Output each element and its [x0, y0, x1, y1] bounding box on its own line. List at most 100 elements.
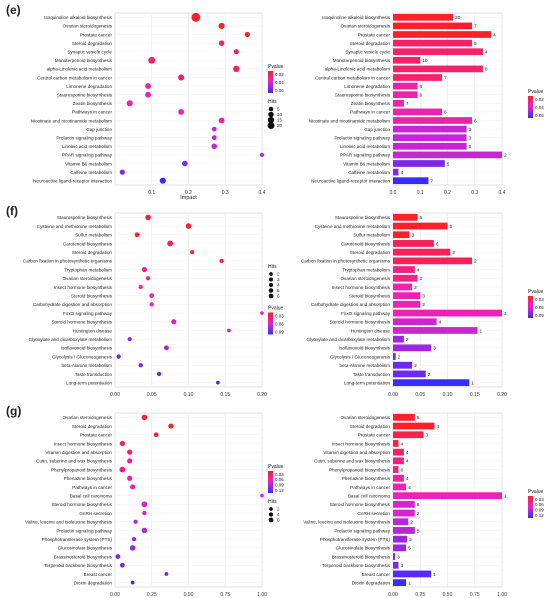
x-tick-label: 0.15: [220, 392, 230, 398]
category-label: Glycolysis / Gluconeogenesis: [52, 354, 113, 359]
scatter-point: [178, 108, 185, 115]
legend-hits-swatch: [268, 288, 274, 293]
category-label: Insect hormone biosynthesis: [332, 285, 391, 290]
category-label: Ovarian steroidogenesis: [62, 276, 112, 281]
scatter-point: [127, 475, 133, 481]
category-label: Dioxin degradation: [74, 580, 113, 585]
bar: [393, 13, 453, 21]
bar: [393, 74, 443, 81]
category-label: Limonene degradation: [66, 84, 112, 89]
legend-hits-tick: 5: [277, 107, 280, 112]
category-label: Ovarian steroidogenesis: [340, 24, 390, 29]
bar-data-label: 2: [428, 372, 431, 378]
bar: [393, 177, 429, 185]
bar-data-label: 4: [406, 450, 409, 456]
scatter-point: [168, 423, 174, 429]
category-label: Tryptophan metabolism: [342, 267, 390, 272]
bar-data-label: 2: [406, 337, 409, 343]
x-tick-label: 0.20: [257, 392, 267, 398]
category-label: Insect hormone biosynthesis: [332, 441, 391, 446]
bar: [393, 222, 448, 230]
category-label: Linoleic acid metabolism: [62, 144, 112, 149]
bar: [393, 500, 415, 508]
scatter-point: [127, 449, 133, 455]
category-label: Carbon fixation in photosynthetic organi…: [301, 259, 391, 264]
legend-hits-tick: 10: [277, 112, 283, 117]
scatter-point: [126, 100, 133, 107]
category-label: Neuroactive ligand-receptor interaction: [311, 179, 390, 184]
bar: [393, 65, 483, 73]
bar: [393, 231, 410, 239]
bar-data-label: 4: [417, 267, 420, 273]
bar-data-label: 6: [420, 93, 423, 99]
bar: [393, 108, 443, 116]
scatter-point: [260, 311, 264, 315]
scatter-point: [149, 302, 154, 307]
category-label: Prolactin signaling pathway: [334, 136, 390, 141]
bar: [393, 466, 399, 473]
category-label: Carotenoid biosynthesis: [341, 241, 391, 246]
bar-data-label: 7: [430, 179, 433, 185]
bar-data-label: 6: [400, 467, 403, 473]
x-tick-label: 0.75: [220, 592, 230, 598]
x-tick-label: 0.00: [388, 592, 398, 598]
category-label: Valine, leucine and isoleucine biosynthe…: [25, 520, 112, 525]
bar-data-label: 1: [504, 311, 507, 317]
legend-hits-tick: 3: [277, 277, 280, 282]
legend-pvalue-tick: 0.03: [535, 297, 544, 302]
bar-data-label: 6: [474, 118, 477, 124]
category-label: Zeatin biosynthesis: [73, 101, 113, 106]
bar: [393, 248, 451, 256]
legend-hits-tick: 15: [277, 118, 283, 123]
bar: [393, 82, 418, 90]
bar: [393, 483, 407, 491]
bar: [393, 413, 415, 421]
bar-data-label: 20: [455, 15, 461, 21]
x-tick-label: 0.20: [497, 392, 507, 398]
bar-data-label: 4: [408, 485, 411, 491]
scatter-point: [218, 22, 225, 29]
x-tick-label: 0.2: [444, 190, 451, 196]
category-label: Valine, leucine and isoleucine biosynthe…: [303, 520, 390, 525]
bar-data-label: 5: [420, 215, 423, 221]
scatter-point: [171, 319, 177, 325]
x-tick-label: 1.00: [257, 592, 267, 598]
category-label: Pathways in cancer: [72, 485, 112, 490]
bar-data-label: 8: [485, 67, 488, 73]
bar: [393, 91, 418, 99]
category-label: Steroid hormone biosynthesis: [329, 502, 390, 507]
bar: [393, 318, 437, 326]
bar-data-label: 3: [469, 136, 472, 142]
x-tick-label: 0.0: [390, 190, 397, 196]
x-axis-label: Impact: [180, 195, 197, 201]
category-label: Vitamin B6 metabolism: [65, 161, 112, 166]
category-label: Phenylpropanoid biosynthesis: [51, 467, 113, 472]
bar: [393, 579, 407, 587]
bar: [393, 344, 432, 352]
legend-pvalue-tick: 0.09: [275, 329, 284, 334]
scatter-point: [138, 284, 143, 290]
category-label: alpha-Linolenic acid metabolism: [325, 67, 391, 72]
legend-pvalue-tick: 0.03: [275, 472, 284, 477]
legend-pvalue-title: Pvalue: [268, 464, 284, 470]
bar-data-label: 4: [406, 476, 409, 482]
category-label: Taste transduction: [353, 372, 391, 377]
scatter-point: [164, 345, 169, 351]
scatter-point: [127, 458, 133, 464]
bar-data-label: 4: [493, 32, 496, 38]
bar: [393, 213, 418, 221]
scatter-point: [211, 126, 217, 132]
category-label: Sulfur metabolism: [353, 233, 390, 238]
legend-pvalue-tick: 0.04: [275, 80, 284, 85]
bar-data-label: 5: [408, 546, 411, 552]
bar: [393, 292, 421, 300]
category-label: Vitamin digestion and absorption: [45, 450, 112, 455]
category-label: Phenazine biosynthesis: [342, 476, 391, 481]
bar-data-label: 2: [474, 259, 477, 265]
scatter-point: [115, 554, 121, 559]
category-label: Linoleic acid metabolism: [340, 144, 390, 149]
scatter-point: [149, 293, 155, 299]
bar-data-label: 6: [417, 502, 420, 508]
